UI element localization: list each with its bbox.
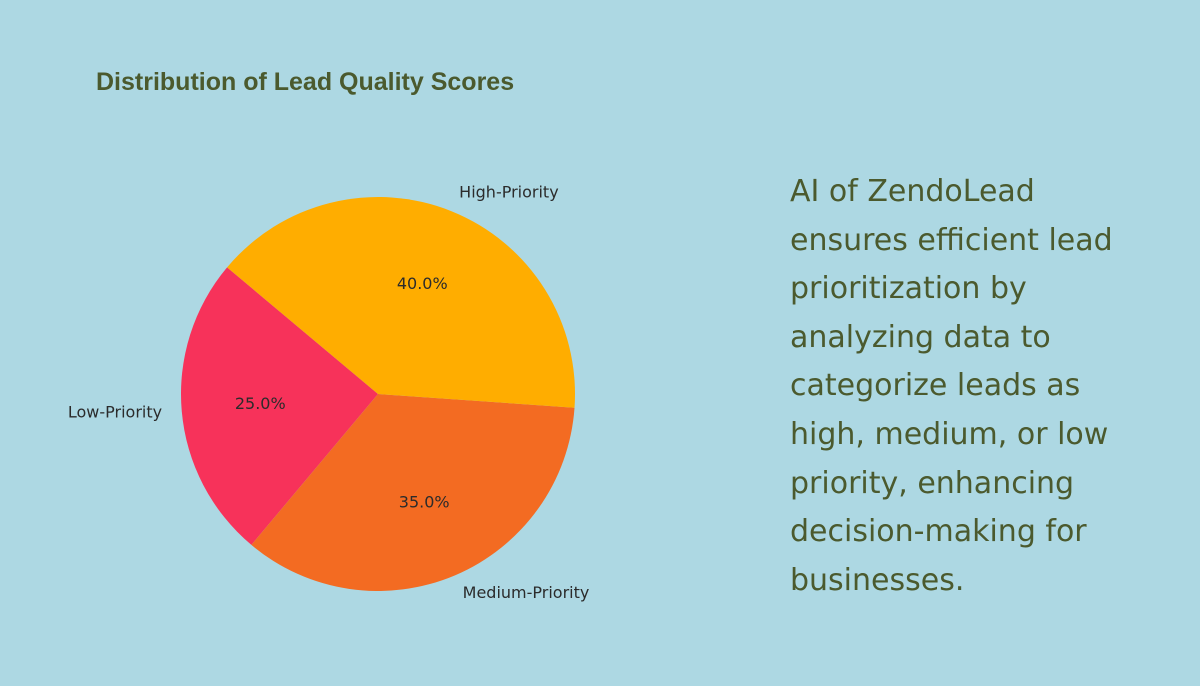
pie-category-label-medium-priority: Medium-Priority — [463, 583, 590, 602]
pie-slice-high-priority — [227, 196, 576, 408]
description-text: AI of ZendoLead ensures efficient lead p… — [790, 174, 1113, 598]
pie-value-label-medium-priority: 35.0% — [399, 492, 450, 511]
pie-value-label-high-priority: 40.0% — [397, 274, 448, 293]
pie-chart: 25.0% Low-Priority 35.0% Medium-Priority 40.… — [68, 183, 590, 602]
pie-category-label-low-priority: Low-Priority — [68, 402, 162, 421]
pie-category-label-high-priority: High-Priority — [459, 183, 559, 202]
pie-slice-medium-priority — [251, 394, 575, 591]
pie-slice-low-priority — [181, 267, 378, 545]
chart-title: Distribution of Lead Quality Scores — [96, 68, 515, 96]
pie-value-label-low-priority: 25.0% — [235, 394, 286, 413]
